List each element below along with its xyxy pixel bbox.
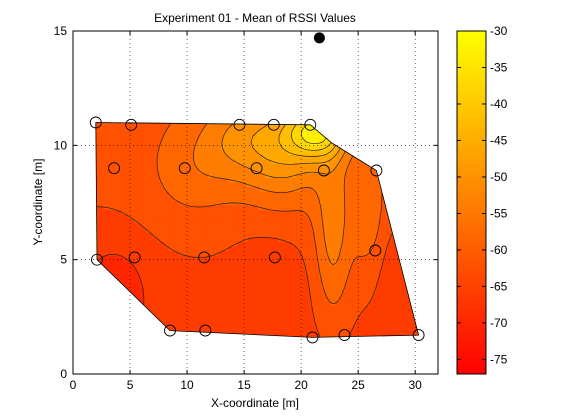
y-tick-label: 10 [54, 138, 68, 152]
measurement-point [250, 162, 263, 175]
colorbar-tick-label: -70 [490, 316, 508, 330]
x-tick-label: 5 [127, 378, 134, 392]
measurement-point [268, 251, 281, 264]
y-tick-label: 15 [54, 24, 68, 38]
x-tick-label: 10 [180, 378, 194, 392]
measurement-point [306, 331, 319, 344]
axis-ticks: 0 5 10 15 20 25 30 0 5 10 15 [54, 24, 438, 392]
chart-title: Experiment 01 - Mean of RSSI Values [154, 11, 356, 25]
grid-lines [73, 31, 438, 374]
plot-area: 0 5 10 15 20 25 30 0 5 10 15 [54, 24, 439, 392]
measurement-point [89, 116, 102, 129]
measurement-point [178, 162, 191, 175]
measurement-point [233, 118, 246, 131]
colorbar-tick-label: -45 [490, 133, 508, 147]
measurement-point [125, 118, 138, 131]
colorbar-tick-label: -75 [490, 352, 508, 366]
measurement-point [108, 162, 121, 175]
measurement-point [128, 251, 141, 264]
colorbar-frame [456, 30, 487, 375]
colorbar: -30 -35 -40 -45 -50 -55 -60 -65 -70 -75 [456, 24, 508, 375]
colorbar-tick-label: -55 [490, 206, 508, 220]
measurement-point [91, 253, 103, 266]
x-axis-label: X-coordinate [m] [211, 396, 299, 410]
contour-boundary [95, 122, 420, 338]
x-tick-label: 30 [409, 378, 423, 392]
measurement-point [198, 251, 211, 264]
measurement-markers [89, 32, 425, 344]
measurement-point [164, 324, 176, 337]
x-tick-label: 0 [70, 378, 77, 392]
measurement-point [412, 329, 425, 342]
measurement-point [267, 118, 280, 131]
contour-line [95, 206, 419, 338]
measurement-point [370, 164, 383, 177]
x-tick-label: 20 [294, 378, 308, 392]
contour-line [193, 122, 359, 266]
x-tick-label: 25 [351, 378, 365, 392]
colorbar-tick-label: -65 [490, 279, 508, 293]
measurement-point [317, 164, 330, 177]
y-axis-label: Y-coordinate [m] [31, 159, 45, 246]
measurement-point [199, 324, 212, 337]
y-tick-label: 5 [60, 253, 67, 267]
reference-point [313, 32, 325, 44]
axes-box [72, 30, 439, 375]
colorbar-tick-label: -60 [490, 243, 508, 257]
colorbar-gradient [457, 31, 486, 375]
colorbar-ticks: -30 -35 -40 -45 -50 -55 -60 -65 -70 -75 [457, 24, 508, 366]
contour-line [156, 122, 383, 305]
measurement-point [304, 118, 317, 131]
colorbar-tick-label: -30 [490, 24, 508, 38]
measurement-point [338, 329, 351, 342]
colorbar-tick-label: -50 [490, 170, 508, 184]
colorbar-tick-label: -35 [490, 60, 508, 74]
colorbar-tick-label: -40 [490, 97, 508, 111]
measurement-point [369, 244, 382, 257]
y-tick-label: 0 [60, 367, 67, 381]
x-tick-label: 15 [237, 378, 251, 392]
